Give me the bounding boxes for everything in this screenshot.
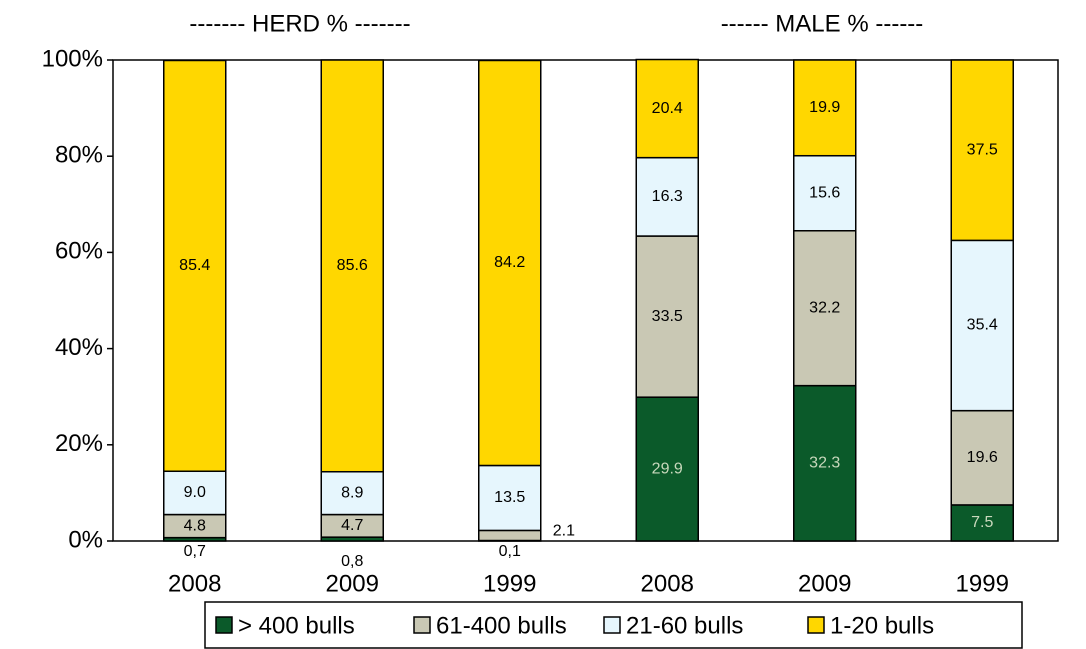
legend-swatch (807, 616, 825, 634)
value-label: 35.4 (967, 317, 998, 334)
bar-segment (163, 470, 227, 516)
value-label: 4.8 (184, 517, 206, 534)
value-label: 2.1 (553, 523, 575, 540)
x-tick-label: 1999 (956, 570, 1009, 597)
bar-segment (950, 504, 1014, 542)
y-tick-label: 100% (42, 45, 103, 72)
value-label: 37.5 (967, 141, 998, 158)
value-label: 29.9 (652, 460, 683, 477)
bar-segment (478, 529, 542, 542)
bar-segment (478, 59, 542, 467)
value-label: 19.6 (967, 449, 998, 466)
value-label: 85.6 (337, 257, 368, 274)
y-tick-label: 20% (55, 430, 103, 457)
value-label: 32.3 (809, 455, 840, 472)
value-label: 84.2 (494, 254, 525, 271)
y-tick-label: 80% (55, 142, 103, 169)
bar-segment (478, 464, 542, 532)
value-label: 85.4 (179, 257, 210, 274)
y-tick-label: 60% (55, 238, 103, 265)
bar-segment (163, 59, 227, 473)
value-label: 19.9 (809, 99, 840, 116)
y-tick-label: 40% (55, 334, 103, 361)
legend-label: 1-20 bulls (830, 612, 934, 639)
group-header: ------- HERD % ------- (189, 10, 410, 37)
plot-area (112, 59, 1059, 542)
value-label: 0,7 (184, 543, 206, 560)
bar-segment (793, 154, 857, 232)
x-tick-label: 2009 (326, 570, 379, 597)
legend-swatch (413, 616, 431, 634)
bar-segment (320, 59, 384, 473)
value-label: 13.5 (494, 489, 525, 506)
bar-segment (793, 230, 857, 387)
bar-segment (635, 156, 699, 237)
bar-segment (950, 409, 1014, 506)
legend-swatch (215, 616, 233, 634)
value-label: 8.9 (341, 484, 363, 501)
bar-segment (950, 59, 1014, 242)
value-label: 16.3 (652, 188, 683, 205)
x-tick-label: 2008 (641, 570, 694, 597)
legend-label: 61-400 bulls (436, 612, 567, 639)
x-tick-label: 2009 (798, 570, 851, 597)
legend-label: 21-60 bulls (626, 612, 743, 639)
value-label: 20.4 (652, 100, 683, 117)
value-label: 9.0 (184, 484, 206, 501)
value-label: 15.6 (809, 184, 840, 201)
value-label: 0,1 (499, 543, 521, 560)
group-header: ------ MALE % ------ (721, 10, 924, 37)
bar-segment (320, 470, 384, 516)
x-tick-label: 1999 (483, 570, 536, 597)
value-label: 32.2 (809, 299, 840, 316)
legend-label: > 400 bulls (238, 612, 355, 639)
bar-segment (635, 235, 699, 398)
value-label: 0,8 (341, 553, 363, 570)
value-label: 4.7 (341, 517, 363, 534)
y-tick-label: 0% (68, 526, 103, 553)
bar-segment (950, 239, 1014, 412)
value-label: 7.5 (971, 514, 993, 531)
bar-segment (793, 59, 857, 157)
bar-segment (635, 58, 699, 159)
x-tick-label: 2008 (168, 570, 221, 597)
legend-swatch (603, 616, 621, 634)
value-label: 33.5 (652, 308, 683, 325)
